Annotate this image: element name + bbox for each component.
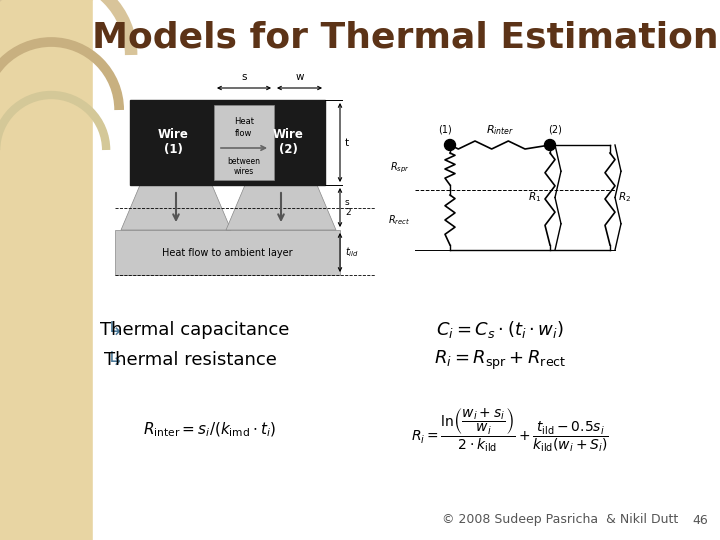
Text: (2): (2): [548, 125, 562, 135]
Text: $R_{inter}$: $R_{inter}$: [486, 123, 514, 137]
Polygon shape: [226, 185, 336, 230]
Text: between: between: [228, 157, 261, 165]
Circle shape: [444, 139, 456, 151]
Text: t: t: [345, 138, 349, 147]
Text: $R_i = R_{\mathrm{spr}} + R_{\mathrm{rect}}$: $R_i = R_{\mathrm{spr}} + R_{\mathrm{rec…: [433, 348, 566, 372]
Text: $R_{rect}$: $R_{rect}$: [387, 213, 410, 227]
Text: s
2: s 2: [345, 198, 351, 217]
Text: Heat flow to ambient layer: Heat flow to ambient layer: [162, 247, 293, 258]
Bar: [130, 100, 325, 185]
Text: 46: 46: [692, 514, 708, 526]
Text: flow: flow: [235, 129, 253, 138]
Text: $t_{ild}$: $t_{ild}$: [345, 246, 359, 259]
Text: Thermal capacitance: Thermal capacitance: [100, 321, 289, 339]
Text: © 2008 Sudeep Pasricha  & Nikil Dutt: © 2008 Sudeep Pasricha & Nikil Dutt: [442, 514, 678, 526]
Bar: [214, 105, 274, 180]
Text: ↳: ↳: [107, 321, 123, 340]
Text: wires: wires: [234, 166, 254, 176]
Text: Wire
(2): Wire (2): [273, 129, 303, 157]
Text: $R_i = \dfrac{\ln\!\left(\dfrac{w_i + s_i}{w_i}\right)}{2 \cdot k_{\mathrm{ild}}: $R_i = \dfrac{\ln\!\left(\dfrac{w_i + s_…: [411, 406, 609, 454]
Text: s: s: [241, 72, 247, 82]
Bar: [115, 230, 340, 275]
Text: (1): (1): [438, 125, 452, 135]
Polygon shape: [121, 185, 231, 230]
Text: $R_{\mathrm{inter}} = s_i/(k_{\mathrm{imd}} \cdot t_i)$: $R_{\mathrm{inter}} = s_i/(k_{\mathrm{im…: [143, 421, 276, 439]
Bar: [93, 0, 720, 540]
Text: $R_2$: $R_2$: [618, 191, 631, 205]
Text: Heat: Heat: [234, 118, 254, 126]
Text: ↳: ↳: [107, 350, 123, 369]
Text: $R_{spr}$: $R_{spr}$: [390, 160, 410, 175]
Text: $R_1$: $R_1$: [528, 191, 541, 205]
Text: Thermal resistance: Thermal resistance: [104, 351, 276, 369]
Text: $C_i = C_s \cdot (t_i \cdot w_i)$: $C_i = C_s \cdot (t_i \cdot w_i)$: [436, 320, 564, 341]
Text: w: w: [295, 72, 304, 82]
Text: Models for Thermal Estimation: Models for Thermal Estimation: [91, 21, 719, 55]
Bar: [0, 0, 93, 540]
Circle shape: [544, 139, 556, 151]
Text: Wire
(1): Wire (1): [158, 129, 189, 157]
